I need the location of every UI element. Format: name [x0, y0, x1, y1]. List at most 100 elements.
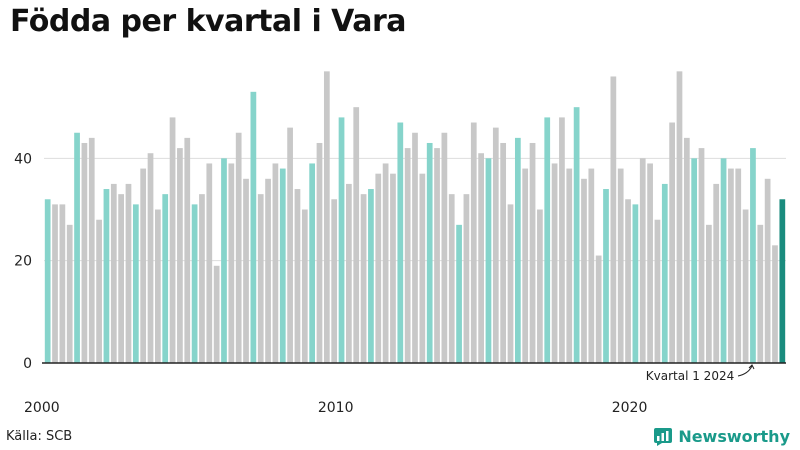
bar — [448, 194, 455, 363]
bar — [66, 224, 73, 363]
bar — [412, 132, 418, 363]
bar — [243, 178, 249, 363]
bar — [272, 163, 279, 363]
brand-logo: Newsworthy — [654, 427, 790, 446]
bar — [88, 137, 95, 363]
bar — [250, 91, 257, 363]
bar — [316, 142, 323, 363]
bar — [206, 163, 213, 363]
bar — [750, 148, 756, 363]
bar — [279, 168, 286, 363]
bar — [213, 265, 220, 363]
bar — [470, 122, 477, 364]
bar — [44, 199, 51, 363]
bar — [323, 71, 330, 363]
bar — [463, 194, 470, 363]
bar — [331, 199, 338, 363]
bar — [441, 132, 448, 363]
bar — [426, 142, 433, 363]
bar — [338, 117, 345, 364]
bar — [566, 168, 573, 363]
bar — [103, 189, 110, 363]
latest-annotation: Kvartal 1 2024 — [646, 364, 755, 383]
bar — [397, 122, 404, 364]
bar — [199, 194, 205, 363]
annotation-arrow — [737, 365, 753, 377]
bar — [654, 219, 661, 363]
bar — [522, 168, 529, 363]
bar — [140, 168, 147, 363]
bar — [419, 173, 426, 363]
annotation-label: Kvartal 1 2024 — [646, 369, 734, 383]
source-note: Källa: SCB — [6, 429, 73, 444]
bar — [529, 142, 536, 363]
bars — [44, 71, 786, 364]
bar — [706, 224, 712, 363]
bar — [728, 168, 734, 363]
bar — [537, 209, 543, 363]
bar — [96, 219, 102, 363]
newsworthy-logo-icon — [654, 427, 673, 446]
y-tick-labels: 0 20 40 — [14, 151, 32, 372]
bar — [287, 127, 293, 363]
bar — [456, 224, 462, 363]
brand-name: Newsworthy — [678, 427, 790, 446]
bar — [162, 194, 169, 363]
bar — [368, 189, 374, 363]
bar — [74, 132, 80, 363]
bar — [147, 153, 154, 363]
y-tick-label: 0 — [23, 356, 32, 372]
bar — [59, 204, 66, 363]
bar — [52, 204, 58, 363]
bar — [610, 76, 617, 363]
bar — [294, 189, 301, 363]
bar — [544, 117, 551, 364]
x-tick-labels: 2000 2010 2020 — [24, 400, 647, 416]
bar — [500, 142, 507, 363]
bar — [404, 148, 411, 363]
bar — [360, 194, 367, 363]
y-tick-label: 20 — [14, 254, 32, 270]
bar — [603, 189, 609, 363]
bar — [764, 178, 771, 363]
bar-latest — [779, 199, 786, 363]
bar — [191, 204, 198, 363]
bar — [514, 137, 521, 363]
y-tick-label: 40 — [14, 151, 32, 167]
bar — [177, 148, 183, 363]
bar — [235, 132, 242, 363]
bar — [184, 137, 191, 363]
bar — [551, 163, 558, 363]
bar — [588, 168, 595, 363]
bar — [390, 173, 396, 363]
bar — [669, 122, 675, 364]
bar — [346, 183, 352, 363]
bar — [683, 137, 690, 363]
bar — [110, 183, 117, 363]
bar — [573, 107, 580, 363]
x-tick-label: 2020 — [612, 400, 648, 416]
bar — [757, 224, 764, 363]
bar — [81, 142, 88, 363]
bar — [720, 158, 727, 363]
bar — [221, 158, 227, 363]
bar — [353, 107, 360, 363]
bar — [559, 117, 565, 364]
bar — [301, 209, 308, 363]
bar — [485, 158, 492, 363]
bar — [492, 127, 499, 363]
bar — [742, 209, 749, 363]
bar — [257, 194, 264, 363]
bar — [507, 204, 514, 363]
bar — [375, 173, 382, 363]
bar — [735, 168, 742, 363]
bar — [772, 245, 778, 363]
x-tick-label: 2000 — [24, 400, 60, 416]
bar — [382, 163, 389, 363]
bar — [125, 183, 132, 363]
bar — [581, 178, 587, 363]
bar — [647, 163, 653, 363]
bar — [713, 183, 720, 363]
bar — [595, 255, 602, 363]
bar — [434, 148, 440, 363]
